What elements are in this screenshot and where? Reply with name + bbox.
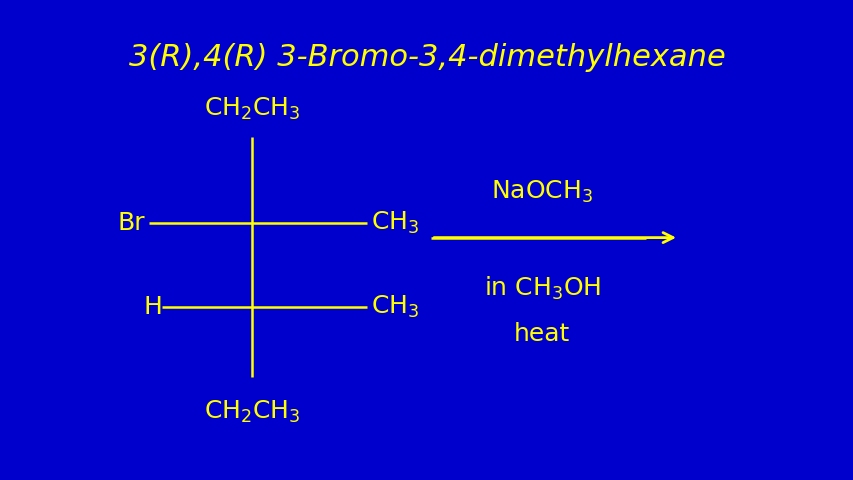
Text: CH$_3$: CH$_3$ — [371, 210, 419, 236]
Text: heat: heat — [514, 322, 570, 346]
Text: H: H — [143, 295, 162, 319]
Text: in CH$_3$OH: in CH$_3$OH — [483, 275, 601, 301]
Text: NaOCH$_3$: NaOCH$_3$ — [490, 179, 593, 205]
Text: Br: Br — [118, 211, 145, 235]
Text: CH$_2$CH$_3$: CH$_2$CH$_3$ — [203, 96, 300, 122]
Text: 3(R),4(R) 3-Bromo-3,4-dimethylhexane: 3(R),4(R) 3-Bromo-3,4-dimethylhexane — [129, 43, 724, 72]
Text: CH$_2$CH$_3$: CH$_2$CH$_3$ — [203, 398, 300, 425]
Text: CH$_3$: CH$_3$ — [371, 294, 419, 320]
